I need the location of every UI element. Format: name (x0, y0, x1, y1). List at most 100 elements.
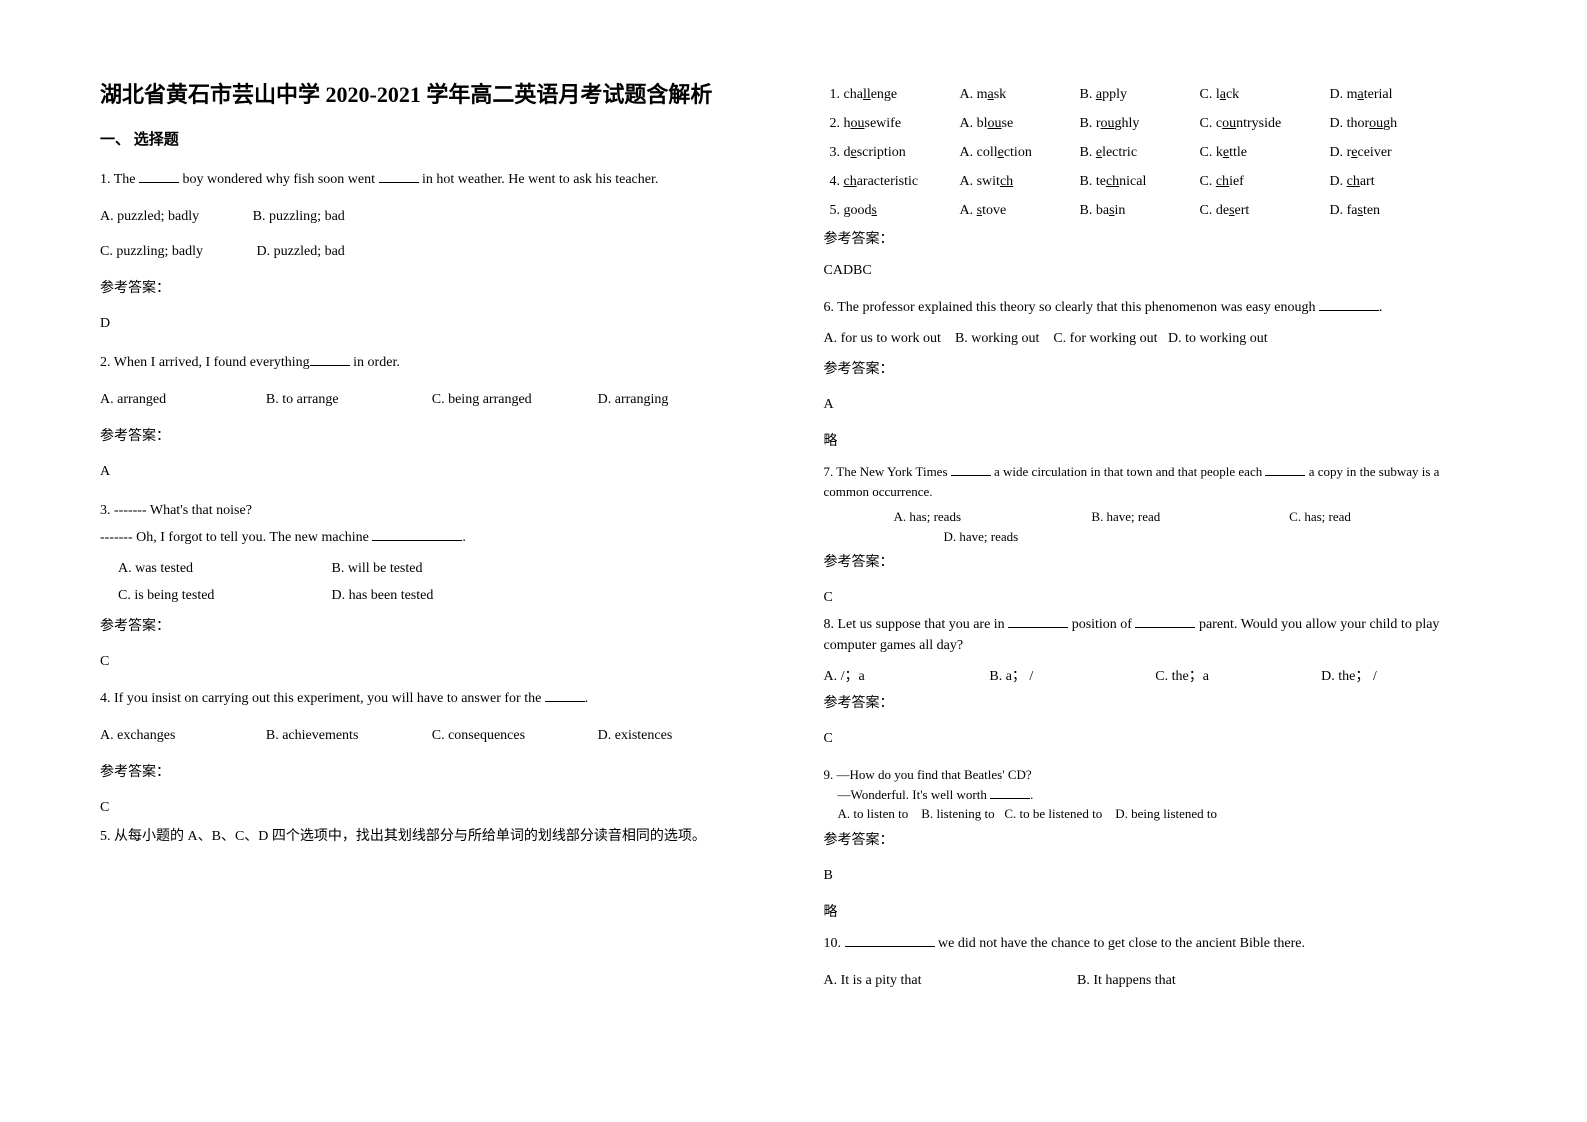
q5-instr: 5. 从每小题的 A、B、C、D 四个选项中，找出其划线部分与所给单词的划线部分… (100, 824, 764, 849)
phonetics-cell: B. technical (1074, 167, 1194, 196)
blank (139, 169, 179, 183)
q7-stem: 7. The New York Times a wide circulation… (824, 462, 1488, 501)
phonetics-row: 3. descriptionA. collectionB. electricC.… (824, 138, 1488, 167)
q4-options: A. exchanges B. achievements C. conseque… (100, 725, 764, 746)
section-heading: 一、 选择题 (100, 129, 764, 152)
q1-answer: D (100, 313, 764, 334)
q9-optA: A. to listen to (838, 806, 909, 821)
q7-optB: B. have; read (1091, 507, 1289, 527)
q2-text-a: 2. When I arrived, I found everything (100, 355, 310, 370)
q9-answer: B (824, 865, 1488, 886)
q7-text-a: 7. The New York Times (824, 464, 951, 479)
q9-optD: D. being listened to (1115, 806, 1217, 821)
q8-text-b: position of (1068, 617, 1135, 632)
q3-line1: 3. ------- What's that noise? (100, 500, 764, 521)
blank (379, 169, 419, 183)
q8-optB: B. a； / (989, 666, 1155, 687)
q3-line2: ------- Oh, I forgot to tell you. The ne… (100, 527, 764, 548)
q1-options-row1: A. puzzled; badly B. puzzling; bad (100, 206, 764, 227)
q7-optD: D. have; reads (944, 529, 1019, 544)
q10-text-b: we did not have the chance to get close … (935, 936, 1305, 951)
phonetics-cell: D. chart (1324, 167, 1488, 196)
q4-answer-label: 参考答案： (100, 762, 764, 783)
phonetics-cell: B. apply (1074, 80, 1194, 109)
phonetics-cell: C. lack (1194, 80, 1324, 109)
q7-options-row2: D. have; reads (824, 527, 1488, 547)
q3-optB: B. will be tested (332, 558, 423, 579)
q7-answer: C (824, 587, 1488, 608)
q4-answer: C (100, 797, 764, 818)
phonetics-cell: A. mask (954, 80, 1074, 109)
q10-text-a: 10. (824, 936, 845, 951)
q2-optD: D. arranging (598, 389, 764, 410)
q8-stem: 8. Let us suppose that you are in positi… (824, 614, 1488, 656)
q2-answer-label: 参考答案： (100, 426, 764, 447)
q4-stem: 4. If you insist on carrying out this ex… (100, 688, 764, 709)
q3-line2b: . (462, 530, 466, 545)
blank (545, 688, 585, 702)
phonetics-cell: 4. characteristic (824, 167, 954, 196)
q1-text-c: in hot weather. He went to ask his teach… (419, 172, 659, 187)
q1-text-a: 1. The (100, 172, 139, 187)
q5-answer: CADBC (824, 260, 1488, 281)
q2-options: A. arranged B. to arrange C. being arran… (100, 389, 764, 410)
q6-optB: B. working out (955, 331, 1039, 346)
phonetics-cell: D. receiver (1324, 138, 1488, 167)
q3-optD: D. has been tested (332, 585, 434, 606)
q8-text-a: 8. Let us suppose that you are in (824, 617, 1009, 632)
q10-optB: B. It happens that (1077, 970, 1176, 991)
q6-answer-label: 参考答案： (824, 359, 1488, 380)
q8-options: A. /；a B. a； / C. the；a D. the； / (824, 666, 1488, 687)
q2-optB: B. to arrange (266, 389, 432, 410)
blank (990, 786, 1030, 799)
q6-answer: A (824, 394, 1488, 415)
blank (1135, 614, 1195, 628)
q4-optB: B. achievements (266, 725, 432, 746)
q6-text-b: . (1379, 300, 1383, 315)
q9-line1: 9. —How do you find that Beatles' CD? (824, 765, 1488, 785)
q7-options-row1: A. has; reads B. have; read C. has; read (824, 507, 1488, 527)
q9-line2a: —Wonderful. It's well worth (838, 787, 991, 802)
q1-optD: D. puzzled; bad (257, 241, 345, 262)
q8-answer-label: 参考答案： (824, 693, 1488, 714)
q9-note: 略 (824, 902, 1488, 923)
q4-text-b: . (585, 691, 589, 706)
q9-options: A. to listen to B. listening to C. to be… (824, 804, 1488, 824)
phonetics-cell: C. countryside (1194, 109, 1324, 138)
phonetics-cell: C. kettle (1194, 138, 1324, 167)
phonetics-cell: B. electric (1074, 138, 1194, 167)
phonetics-cell: 3. description (824, 138, 954, 167)
phonetics-row: 1. challengeA. maskB. applyC. lackD. mat… (824, 80, 1488, 109)
q3-line2a: ------- Oh, I forgot to tell you. The ne… (100, 530, 372, 545)
q2-optC: C. being arranged (432, 389, 598, 410)
q1-options-row2: C. puzzling; badly D. puzzled; bad (100, 241, 764, 262)
q6-optC: C. for working out (1053, 331, 1157, 346)
q3-options-row1: A. was tested B. will be tested (100, 558, 764, 579)
q5-answer-label: 参考答案： (824, 229, 1488, 250)
phonetics-cell: D. thorough (1324, 109, 1488, 138)
phonetics-cell: D. material (1324, 80, 1488, 109)
q3-optC: C. is being tested (118, 585, 278, 606)
q5-phonetics-table: 1. challengeA. maskB. applyC. lackD. mat… (824, 80, 1488, 225)
phonetics-cell: 1. challenge (824, 80, 954, 109)
q9-line2: —Wonderful. It's well worth . (824, 785, 1488, 805)
q7-text-b: a wide circulation in that town and that… (991, 464, 1266, 479)
doc-title: 湖北省黄石市芸山中学 2020-2021 学年高二英语月考试题含解析 (100, 80, 764, 111)
q8-optD: D. the； / (1321, 666, 1487, 687)
q7-optC: C. has; read (1289, 507, 1487, 527)
q2-optA: A. arranged (100, 389, 266, 410)
blank (310, 352, 350, 366)
phonetics-row: 4. characteristicA. switchB. technicalC.… (824, 167, 1488, 196)
q6-text-a: 6. The professor explained this theory s… (824, 300, 1319, 315)
q6-options: A. for us to work out B. working out C. … (824, 328, 1488, 349)
blank (1319, 297, 1379, 311)
q3-answer: C (100, 651, 764, 672)
left-column: 湖北省黄石市芸山中学 2020-2021 学年高二英语月考试题含解析 一、 选择… (90, 80, 794, 1082)
blank (1008, 614, 1068, 628)
q1-answer-label: 参考答案： (100, 278, 764, 299)
q9-optC: C. to be listened to (1004, 806, 1102, 821)
phonetics-cell: A. stove (954, 196, 1074, 225)
blank (372, 527, 462, 541)
phonetics-cell: D. fasten (1324, 196, 1488, 225)
q4-optA: A. exchanges (100, 725, 266, 746)
